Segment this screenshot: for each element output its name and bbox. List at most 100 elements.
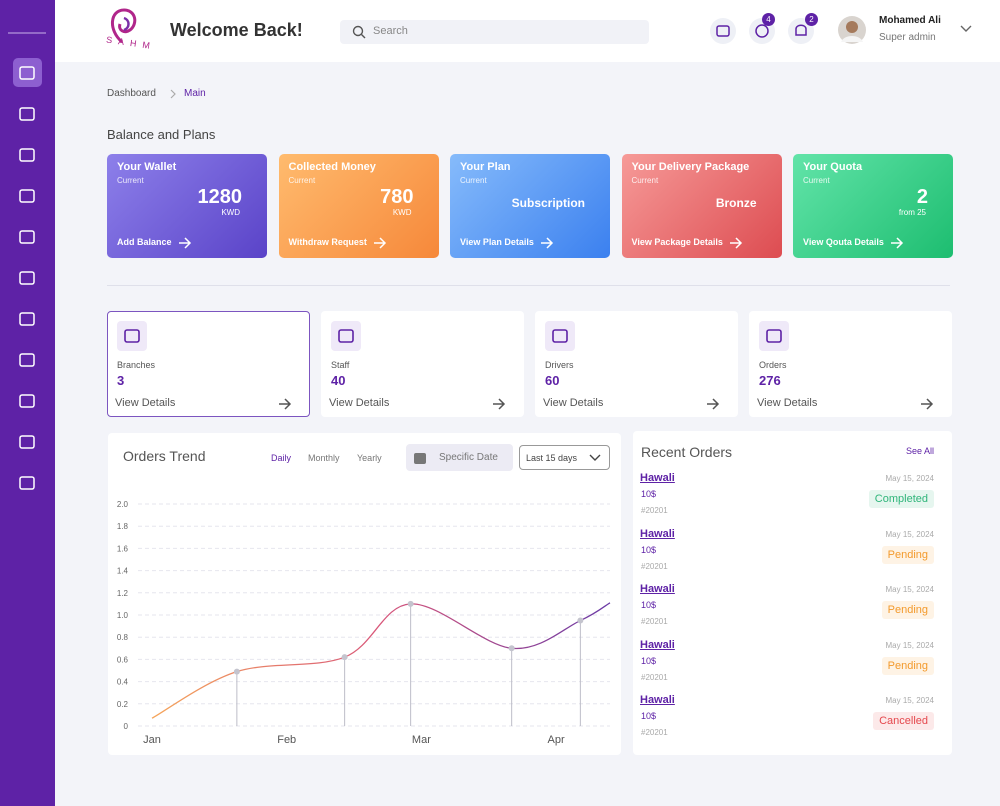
card-action[interactable]: View Qouta Details (803, 237, 884, 247)
collapse-button (54, 25, 55, 41)
card-subtitle: Current (460, 176, 487, 185)
order-id: #20201 (641, 728, 668, 738)
icon-bg (545, 321, 575, 351)
recent-orders-title: Recent Orders (641, 444, 733, 460)
point-marker (508, 645, 515, 652)
notifications-badge: 2 (805, 13, 818, 26)
card-action[interactable]: Add Balance (117, 237, 172, 247)
arrow-path (373, 237, 386, 249)
y-tick-label: 2.0 (117, 500, 129, 509)
chart-title: Orders Trend (123, 448, 206, 464)
line-chart: 0 0.2 0.4 0.6 0.8 1.0 1.2 1.4 1.6 1.8 2.0 Jan Feb Mar… (117, 500, 611, 746)
nav-icon (19, 312, 35, 326)
order-location[interactable]: Hawali (640, 583, 675, 596)
divider (107, 285, 950, 286)
y-tick-label: 0.8 (117, 633, 129, 642)
breadcrumb-separator (170, 89, 176, 99)
y-tick-label: 1.8 (117, 522, 129, 531)
search-box[interactable]: Search (340, 20, 649, 44)
card-title: Your Quota (803, 161, 863, 173)
icon-bg (759, 321, 789, 351)
date-button-label: Specific Date (439, 452, 498, 463)
order-location[interactable]: Hawali (640, 472, 675, 484)
search-placeholder: Search (373, 25, 408, 37)
order-location[interactable]: Hawali (640, 694, 675, 707)
point-marker (407, 600, 414, 607)
y-tick-label: 0.6 (117, 655, 129, 664)
card-title: Your Wallet (117, 161, 177, 173)
arrow-path (279, 398, 292, 410)
card-action[interactable]: View Plan Details (460, 237, 534, 247)
y-tick-label: 0 (124, 722, 129, 731)
recent-orders-panel (633, 431, 952, 755)
date-button[interactable]: Specific Date (406, 444, 513, 471)
summary-icon (545, 321, 575, 351)
order-status: Pending (881, 601, 934, 620)
sidebar (0, 0, 55, 806)
summary-card[interactable]: Branches 3 View Details (107, 311, 310, 417)
card-unit: from 25 (898, 208, 926, 217)
summary-value: 40 (331, 373, 346, 388)
summary-icon (117, 321, 147, 351)
arrow-path (729, 237, 742, 249)
nav-icon (19, 230, 35, 244)
nav-icon (19, 107, 35, 121)
order-location[interactable]: Hawali (640, 527, 675, 540)
x-tick-label: Mar (412, 734, 431, 746)
summary-action[interactable]: View Details (115, 397, 176, 409)
balance-card: Your Wallet Current 1280 KWD Add Balance (107, 154, 267, 258)
avatar[interactable] (838, 16, 866, 44)
card-subtitle: Current (631, 176, 659, 185)
card-subtitle: Current (288, 176, 316, 185)
see-all-link[interactable]: See All (905, 446, 934, 456)
card-value: Bronze (715, 196, 757, 210)
user-role: Super admin (879, 32, 936, 43)
chevron-path (589, 454, 601, 461)
order-location[interactable]: Hawali (640, 638, 675, 651)
icon-shape (766, 329, 782, 343)
user-menu-chevron[interactable] (959, 24, 973, 34)
calendar-icon (414, 453, 426, 464)
icon-bg (117, 321, 147, 351)
arrow-icon (279, 398, 292, 410)
order-date: May 15, 2024 (885, 585, 934, 595)
order-date: May 15, 2024 (885, 696, 934, 706)
page-title: Welcome Back! (170, 20, 303, 40)
breadcrumb-item[interactable]: Dashboard (107, 88, 156, 99)
section-title: Balance and Plans (107, 127, 216, 142)
range-select[interactable]: Last 15 days (519, 445, 610, 470)
card-subtitle: Current (117, 176, 144, 185)
order-price: 10$ (641, 489, 657, 499)
summary-action[interactable]: View Details (329, 397, 390, 409)
summary-card[interactable]: Staff 40 View Details (321, 311, 524, 417)
summary-card[interactable]: Drivers 60 View Details (535, 311, 738, 417)
period-tab[interactable]: Monthly (308, 453, 340, 463)
arrow-icon (179, 237, 192, 249)
order-date: May 15, 2024 (885, 529, 934, 539)
card-subtitle: Current (803, 176, 830, 185)
card-value: 2 (916, 186, 928, 208)
nav-icon (19, 476, 35, 490)
arrow-icon (891, 237, 904, 249)
order-status: Completed (868, 490, 934, 508)
y-tick-label: 1.2 (117, 589, 129, 598)
arrow-path (541, 237, 554, 249)
icon-bg (331, 321, 361, 351)
summary-action[interactable]: View Details (757, 397, 818, 409)
nav-icon (19, 66, 35, 80)
summary-action[interactable]: View Details (543, 397, 604, 409)
summary-label: Orders (759, 360, 787, 370)
period-tab[interactable]: Daily (271, 453, 292, 463)
order-id: #20201 (641, 506, 668, 515)
summary-value: 60 (545, 373, 560, 388)
summary-card[interactable]: Orders 276 View Details (749, 311, 952, 417)
period-tab[interactable]: Yearly (357, 453, 382, 463)
order-id: #20201 (641, 617, 668, 627)
card-action[interactable]: View Package Details (631, 237, 723, 247)
nav-icon (19, 271, 35, 285)
range-label: Last 15 days (526, 453, 578, 463)
sidebar-icons (8, 25, 55, 490)
icon-shape (124, 329, 140, 343)
order-status: Pending (881, 545, 934, 564)
card-action[interactable]: Withdraw Request (288, 237, 367, 247)
